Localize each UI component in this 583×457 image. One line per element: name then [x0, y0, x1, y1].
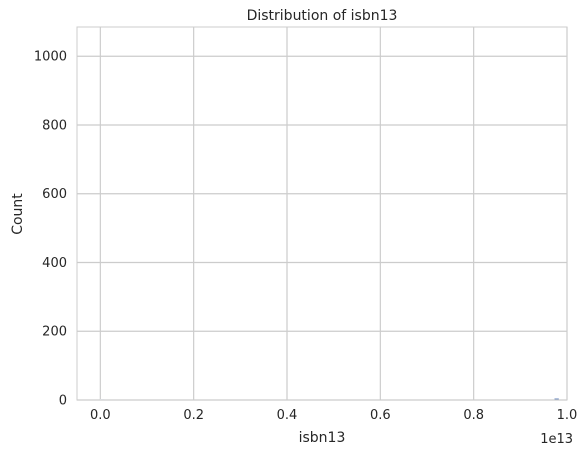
x-tick-label: 0.8: [463, 408, 484, 423]
x-tick-labels: 0.0 0.2 0.4 0.6 0.8 1.0: [90, 408, 577, 423]
x-tick-label: 0.2: [183, 408, 204, 423]
y-tick-label: 0: [59, 394, 67, 409]
grid: [77, 27, 568, 401]
y-tick-label: 600: [42, 187, 67, 202]
x-offset-text: 1e13: [540, 432, 573, 447]
x-tick-label: 0.4: [277, 408, 298, 423]
y-tick-labels: 0 200 400 600 800 1000: [34, 50, 67, 409]
chart-title: Distribution of isbn13: [247, 8, 398, 24]
x-tick-label: 0.6: [370, 408, 391, 423]
y-tick-label: 1000: [34, 50, 67, 65]
y-axis-label: Count: [10, 193, 26, 235]
plot-frame: [76, 26, 568, 401]
x-tick-label: 1.0: [557, 408, 578, 423]
y-tick-label: 800: [42, 118, 67, 133]
x-tick-label: 0.0: [90, 408, 111, 423]
y-tick-label: 200: [42, 325, 67, 340]
x-axis-label: isbn13: [299, 430, 346, 446]
y-tick-label: 400: [42, 256, 67, 271]
